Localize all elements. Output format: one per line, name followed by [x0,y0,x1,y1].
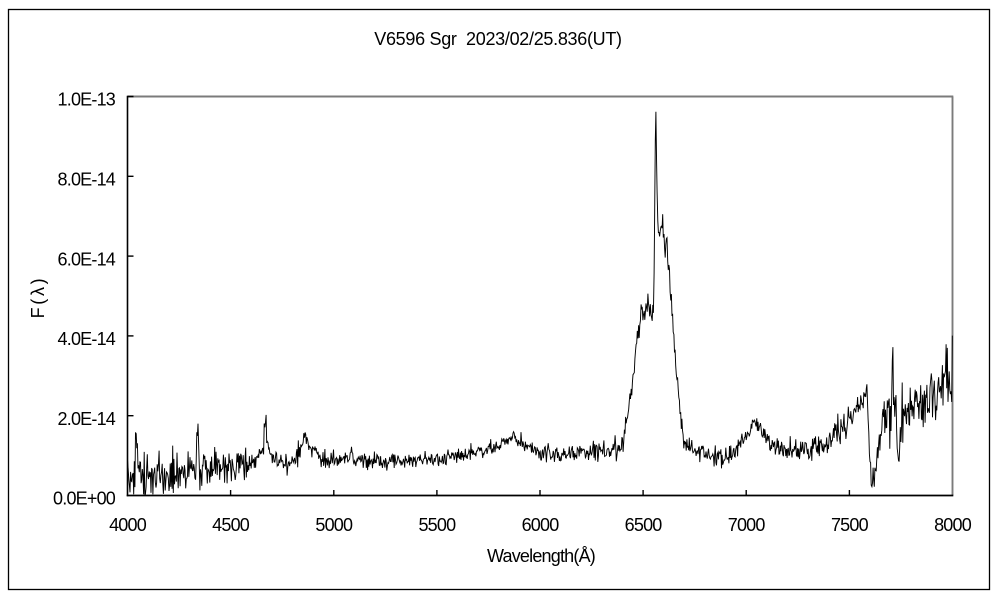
svg-text:7000: 7000 [728,515,766,535]
svg-text:8.0E-14: 8.0E-14 [58,170,116,190]
svg-text:0.0E+00: 0.0E+00 [53,489,116,509]
svg-text:8000: 8000 [934,515,972,535]
svg-text:2.0E-14: 2.0E-14 [58,409,116,429]
svg-text:F(λ): F(λ) [28,276,48,319]
svg-text:4000: 4000 [109,515,147,535]
svg-text:1.0E-13: 1.0E-13 [58,90,116,110]
svg-text:4500: 4500 [212,515,250,535]
svg-text:6000: 6000 [522,515,560,535]
svg-text:6500: 6500 [625,515,663,535]
svg-text:7500: 7500 [831,515,869,535]
svg-text:Wavelength(Å): Wavelength(Å) [487,546,595,566]
svg-text:V6596 Sgr 2023/02/25.836(UT): V6596 Sgr 2023/02/25.836(UT) [374,29,621,49]
svg-text:6.0E-14: 6.0E-14 [58,249,116,269]
svg-text:5500: 5500 [418,515,456,535]
svg-text:5000: 5000 [315,515,353,535]
svg-text:4.0E-14: 4.0E-14 [58,329,116,349]
